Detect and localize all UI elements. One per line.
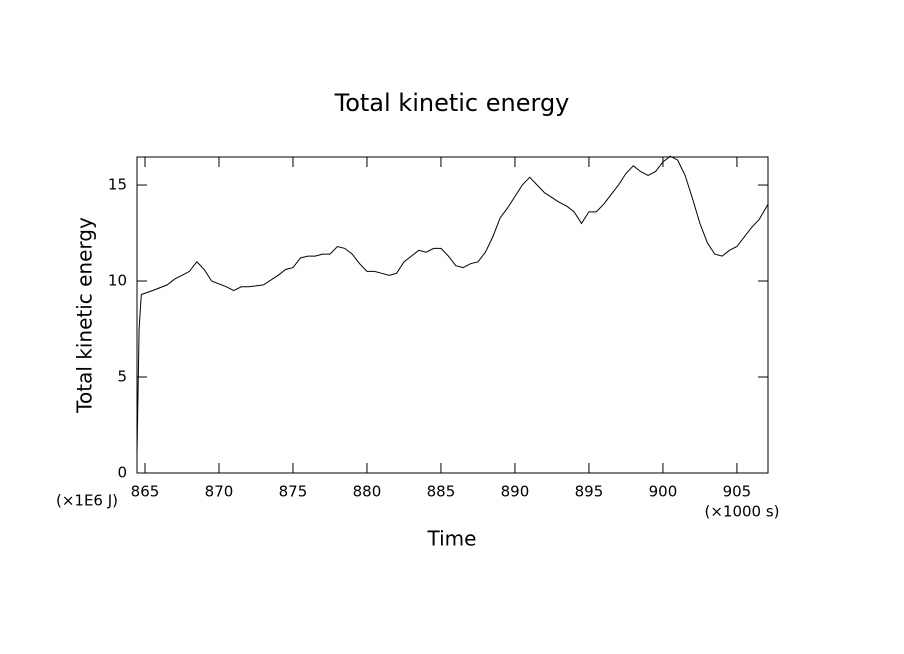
y-tick-label: 10 — [108, 272, 127, 290]
x-unit: (×1000 s) — [704, 503, 779, 521]
x-tick-label: 875 — [279, 483, 308, 501]
y-tick-label: 5 — [117, 368, 127, 386]
x-tick-label: 900 — [649, 483, 678, 501]
chart-title: Total kinetic energy — [334, 89, 570, 117]
y-unit: (×1E6 J) — [56, 492, 118, 510]
y-tick-label: 0 — [117, 464, 127, 482]
data-line — [136, 155, 769, 454]
x-tick-label: 870 — [205, 483, 234, 501]
x-tick-label: 880 — [353, 483, 382, 501]
y-axis-label: Total kinetic energy — [73, 217, 97, 414]
x-axis-label: Time — [427, 527, 477, 551]
x-tick-label: 895 — [575, 483, 604, 501]
y-tick-label: 15 — [108, 176, 127, 194]
x-tick-label: 905 — [723, 483, 752, 501]
x-tick-label: 885 — [427, 483, 456, 501]
plot-frame — [136, 156, 769, 474]
x-tick-label: 865 — [131, 483, 160, 501]
x-tick-label: 890 — [501, 483, 530, 501]
